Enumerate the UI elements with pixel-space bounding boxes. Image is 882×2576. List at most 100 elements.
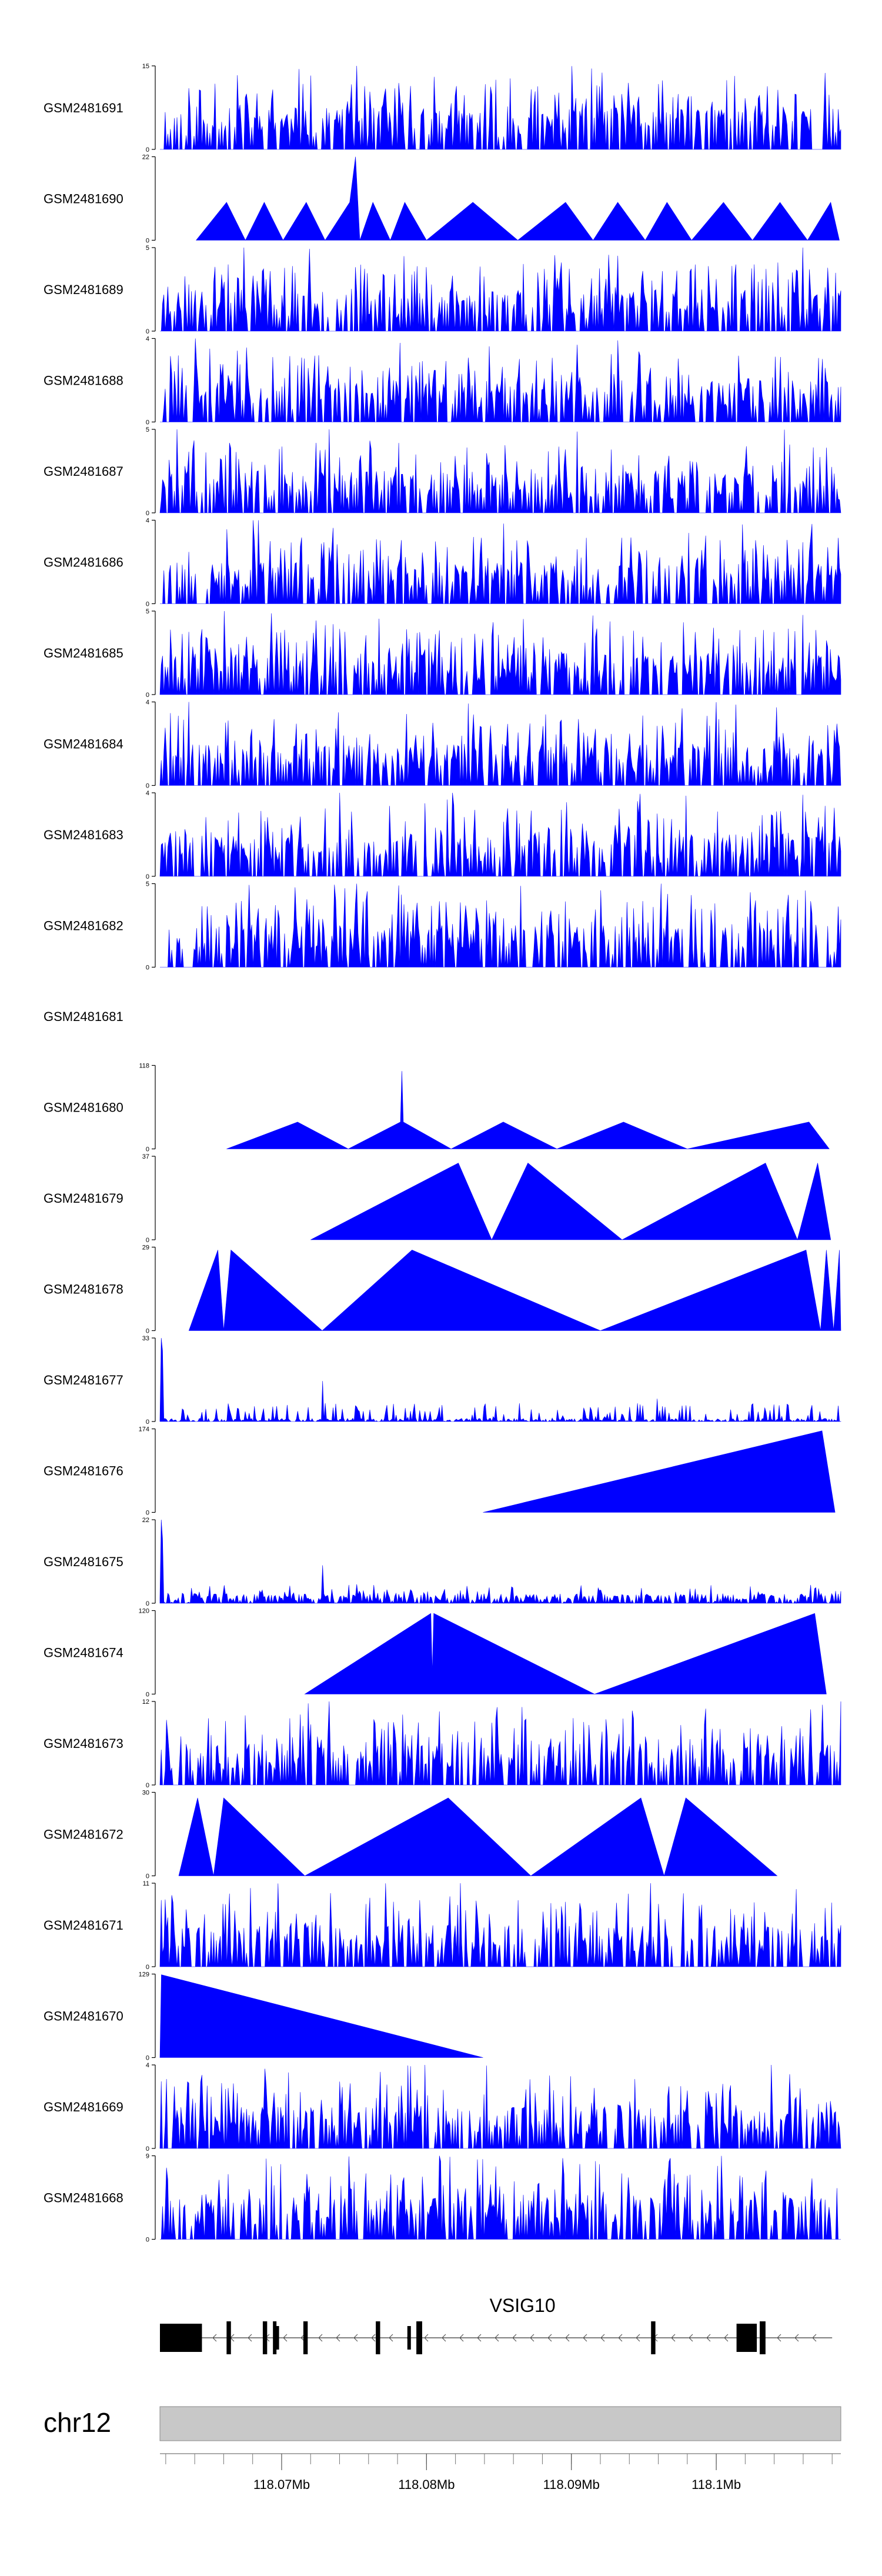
y-tick-label-max: 9 [146, 2153, 149, 2160]
track-GSM2481670: GSM2481670 129 0 [44, 1971, 483, 2062]
coverage-area [178, 1797, 778, 1877]
y-tick-label-max: 174 [139, 1426, 149, 1433]
exon [760, 2321, 766, 2354]
track-label: GSM2481688 [44, 373, 123, 388]
track-label: GSM2481678 [44, 1282, 123, 1297]
y-tick-label-max: 37 [142, 1153, 149, 1160]
y-tick-label-max: 5 [146, 881, 149, 888]
track-GSM2481691: GSM2481691 15 0 [44, 63, 841, 154]
strand-arrow [600, 2334, 605, 2342]
track-GSM2481679: GSM2481679 37 0 [44, 1153, 831, 1244]
track-label: GSM2481670 [44, 2009, 123, 2024]
y-tick-label-zero: 0 [146, 965, 149, 972]
track-GSM2481686: GSM2481686 4 0 [44, 518, 841, 608]
y-tick-label-zero: 0 [146, 2237, 149, 2244]
strand-arrow [706, 2334, 711, 2342]
chromosome-label: chr12 [44, 2407, 111, 2438]
track-label: GSM2481685 [44, 646, 123, 660]
strand-arrow [353, 2334, 358, 2342]
coverage-area [160, 338, 841, 422]
strand-arrow [318, 2334, 323, 2342]
y-tick-label-zero: 0 [146, 1964, 149, 1971]
y-tick-label-zero: 0 [146, 873, 149, 880]
y-tick-label-max: 29 [142, 1244, 149, 1252]
track-label: GSM2481672 [44, 1827, 123, 1842]
track-label: GSM2481680 [44, 1100, 123, 1115]
strand-arrow [530, 2334, 534, 2342]
track-GSM2481690: GSM2481690 22 0 [44, 154, 840, 245]
strand-arrow [477, 2334, 482, 2342]
y-tick-label-max: 11 [143, 1880, 149, 1887]
strand-arrow [459, 2334, 464, 2342]
track-label: GSM2481690 [44, 192, 123, 206]
coverage-area [159, 1519, 841, 1604]
track-GSM2481685: GSM2481685 5 0 [44, 608, 841, 699]
track-label: GSM2481686 [44, 555, 123, 570]
coverage-area [304, 1613, 827, 1694]
exon-small [275, 2326, 279, 2350]
y-tick-label-zero: 0 [146, 692, 149, 699]
y-tick-label-zero: 0 [146, 1510, 149, 1517]
strand-arrow [212, 2334, 217, 2342]
y-tick-label-zero: 0 [146, 601, 149, 608]
track-label: GSM2481673 [44, 1736, 123, 1751]
y-tick-label-zero: 0 [146, 238, 149, 245]
y-tick-label-zero: 0 [146, 2145, 149, 2153]
track-GSM2481673: GSM2481673 12 0 [44, 1699, 841, 1789]
track-GSM2481671: GSM2481671 11 0 [44, 1880, 841, 1971]
y-tick-label-max: 5 [146, 245, 149, 252]
coverage-area [159, 1974, 483, 2058]
coverage-area [188, 1249, 841, 1331]
strand-arrow [671, 2334, 676, 2342]
y-tick-label-zero: 0 [146, 2055, 149, 2062]
y-tick-label-zero: 0 [146, 1146, 149, 1153]
y-tick-label-max: 4 [146, 336, 149, 343]
track-GSM2481677: GSM2481677 33 0 [44, 1335, 841, 1426]
coverage-area [160, 883, 841, 967]
track-label: GSM2481668 [44, 2191, 123, 2205]
y-tick-label-max: 15 [142, 63, 149, 70]
track-GSM2481683: GSM2481683 4 0 [44, 790, 841, 880]
strand-arrow [336, 2334, 340, 2342]
y-tick-label-zero: 0 [146, 419, 149, 426]
coverage-area [483, 1430, 836, 1513]
track-label: GSM2481683 [44, 827, 123, 842]
strand-arrow [689, 2334, 693, 2342]
x-tick-label: 118.09Mb [543, 2477, 600, 2492]
coverage-area [160, 65, 841, 150]
y-tick-label-max: 12 [142, 1699, 149, 1706]
y-tick-label-max: 5 [146, 608, 149, 615]
tracks-layer: GSM2481691150GSM2481690220GSM248168950GS… [44, 63, 841, 2244]
track-label: GSM2481675 [44, 1554, 123, 1569]
y-tick-label-max: 22 [142, 154, 149, 161]
y-tick-label-zero: 0 [146, 1328, 149, 1335]
coverage-area [159, 702, 841, 786]
y-tick-label-max: 4 [146, 699, 149, 706]
y-tick-label-max: 5 [146, 426, 149, 433]
track-label: GSM2481671 [44, 1918, 123, 1933]
strand-arrow [812, 2334, 817, 2342]
exon [160, 2324, 202, 2352]
strand-arrow [777, 2334, 781, 2342]
coverage-area [226, 1071, 830, 1149]
track-GSM2481674: GSM2481674 120 0 [44, 1608, 827, 1699]
track-GSM2481680: GSM2481680 118 0 [44, 1063, 830, 1153]
y-tick-label-max: 118 [139, 1063, 149, 1070]
track-GSM2481687: GSM2481687 5 0 [44, 426, 841, 517]
strand-arrow [424, 2334, 429, 2342]
track-label: GSM2481684 [44, 737, 123, 752]
strand-arrow [371, 2334, 376, 2342]
x-tick-label: 118.1Mb [691, 2477, 741, 2492]
strand-arrow [512, 2334, 517, 2342]
track-label: GSM2481689 [44, 282, 123, 297]
x-tick-label: 118.07Mb [253, 2477, 310, 2492]
strand-arrow [495, 2334, 499, 2342]
track-label: GSM2481679 [44, 1191, 123, 1206]
track-label: GSM2481681 [44, 1009, 123, 1024]
strand-arrow [547, 2334, 552, 2342]
track-GSM2481684: GSM2481684 4 0 [44, 699, 841, 790]
track-GSM2481668: GSM2481668 9 0 [44, 2153, 841, 2244]
strand-arrow [565, 2334, 570, 2342]
track-GSM2481689: GSM2481689 5 0 [44, 245, 841, 335]
track-GSM2481675: GSM2481675 22 0 [44, 1517, 841, 1607]
